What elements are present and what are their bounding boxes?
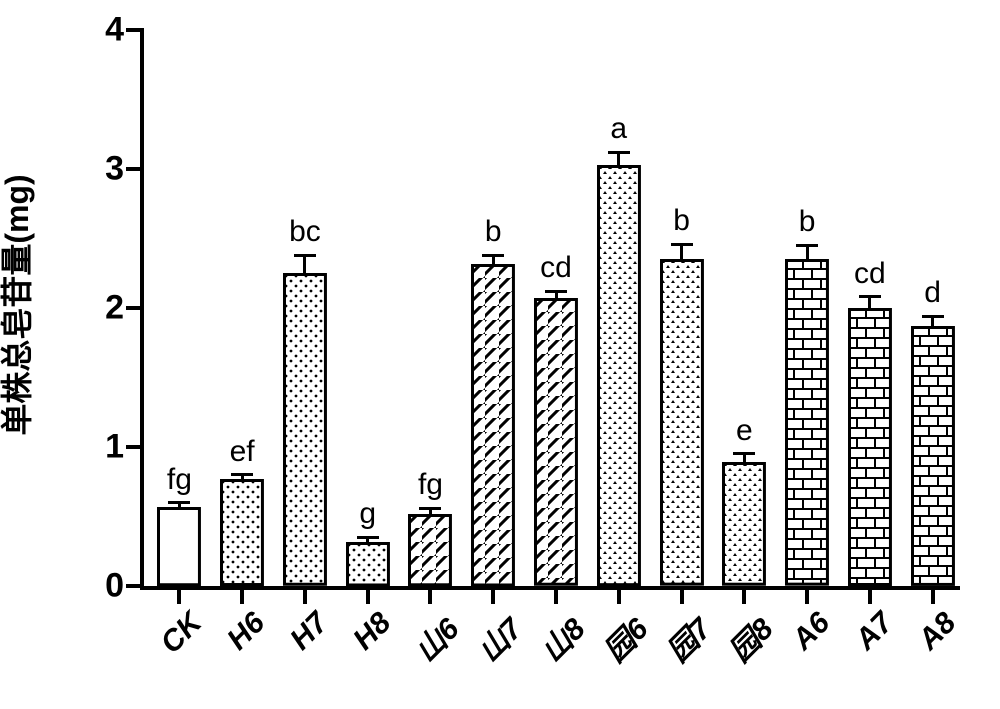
- significance-label: cd: [540, 251, 572, 285]
- significance-label: bc: [289, 215, 321, 249]
- error-bar: [680, 244, 683, 259]
- x-tick-label: 园6: [592, 606, 656, 670]
- x-tick-label: A6: [786, 606, 837, 657]
- x-tick: [680, 586, 684, 604]
- y-tick-label: 2: [84, 289, 124, 328]
- x-tick: [491, 586, 495, 604]
- bar: [722, 462, 766, 586]
- x-tick-label: H8: [347, 606, 398, 657]
- bar: [911, 326, 955, 586]
- y-tick-label: 0: [84, 567, 124, 606]
- significance-label: ef: [230, 435, 255, 469]
- bar: [471, 264, 515, 586]
- x-tick-label: A7: [849, 606, 900, 657]
- y-axis-title: 单株总皂苷量(mg): [0, 174, 38, 435]
- bar: [597, 165, 641, 586]
- y-tick: [126, 167, 144, 171]
- x-tick: [868, 586, 872, 604]
- x-tick: [177, 586, 181, 604]
- significance-label: b: [485, 215, 502, 249]
- error-cap: [859, 295, 881, 298]
- x-tick-label: 山8: [529, 606, 593, 670]
- error-bar: [303, 255, 306, 273]
- x-tick-label: 山6: [403, 606, 467, 670]
- error-cap: [419, 507, 441, 510]
- x-tick-label: 园7: [655, 606, 719, 670]
- y-tick: [126, 584, 144, 588]
- significance-label: b: [799, 205, 816, 239]
- x-tick: [303, 586, 307, 604]
- x-tick: [931, 586, 935, 604]
- error-cap: [482, 254, 504, 257]
- error-cap: [168, 501, 190, 504]
- bar: [660, 259, 704, 586]
- x-tick-label: H7: [284, 606, 335, 657]
- x-tick: [617, 586, 621, 604]
- y-tick-label: 1: [84, 428, 124, 467]
- x-tick: [428, 586, 432, 604]
- error-cap: [608, 151, 630, 154]
- error-bar: [617, 152, 620, 165]
- x-tick-label: 山7: [466, 606, 530, 670]
- x-tick-label: 园8: [717, 606, 781, 670]
- error-bar: [806, 245, 809, 259]
- x-tick: [805, 586, 809, 604]
- error-cap: [294, 254, 316, 257]
- error-cap: [231, 473, 253, 476]
- significance-label: d: [924, 276, 941, 310]
- x-tick: [240, 586, 244, 604]
- x-tick: [742, 586, 746, 604]
- significance-label: cd: [854, 257, 886, 291]
- bar: [408, 514, 452, 586]
- plot-area: 01234fgCKefH6bcH7gH8fg山6b山7cd山8a园6b园7e园8…: [140, 30, 960, 590]
- significance-label: e: [736, 414, 753, 448]
- x-tick-label: H6: [221, 606, 272, 657]
- x-tick: [366, 586, 370, 604]
- y-tick-label: 4: [84, 11, 124, 50]
- bar: [283, 273, 327, 586]
- significance-label: b: [673, 204, 690, 238]
- significance-label: fg: [167, 463, 192, 497]
- error-cap: [733, 452, 755, 455]
- bar: [346, 542, 390, 586]
- error-cap: [796, 244, 818, 247]
- bar: [534, 298, 578, 586]
- error-cap: [671, 243, 693, 246]
- error-bar: [868, 297, 871, 308]
- bar: [848, 308, 892, 586]
- y-tick: [126, 28, 144, 32]
- error-cap: [357, 536, 379, 539]
- y-tick: [126, 306, 144, 310]
- significance-label: a: [610, 112, 627, 146]
- bar: [220, 479, 264, 586]
- y-tick-label: 3: [84, 150, 124, 189]
- bar-chart: 单株总皂苷量(mg) 01234fgCKefH6bcH7gH8fg山6b山7cd…: [0, 0, 1000, 709]
- significance-label: g: [359, 497, 376, 531]
- x-tick-label: A8: [911, 606, 962, 657]
- x-tick: [554, 586, 558, 604]
- error-cap: [922, 315, 944, 318]
- error-cap: [545, 290, 567, 293]
- y-tick: [126, 445, 144, 449]
- significance-label: fg: [418, 468, 443, 502]
- bar: [157, 507, 201, 586]
- x-tick-label: CK: [155, 606, 210, 661]
- bar: [785, 259, 829, 586]
